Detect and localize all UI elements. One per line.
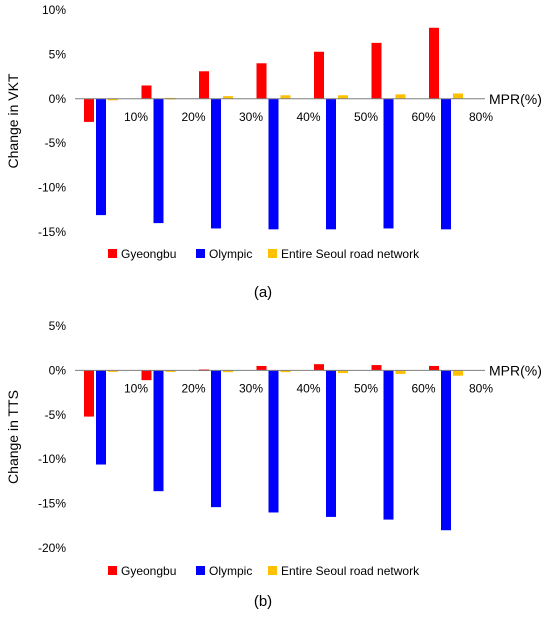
y-tick-label: 5%: [49, 47, 67, 61]
bar-gyeongbu: [256, 365, 267, 371]
legend-label: Gyeongbu: [121, 247, 176, 261]
x-axis-title: MPR(%): [489, 91, 542, 107]
category-label: 50%: [354, 110, 378, 124]
y-tick-label: 10%: [42, 3, 66, 17]
bar-entire-seoul-road-network: [395, 94, 406, 99]
category-label: 40%: [297, 110, 321, 124]
category-label: 20%: [182, 110, 206, 124]
bar-entire-seoul-road-network: [453, 370, 463, 376]
bar-olympic: [268, 370, 279, 513]
y-tick-label: 0%: [49, 363, 67, 377]
bar-gyeongbu: [199, 71, 209, 99]
bar-entire-seoul-road-network: [280, 370, 291, 373]
category-label: 20%: [182, 381, 206, 395]
bar-gyeongbu: [84, 370, 94, 417]
panel-caption: (a): [254, 284, 272, 301]
bar-olympic: [96, 370, 106, 465]
legend-swatch: [196, 249, 205, 258]
bar-entire-seoul-road-network: [108, 98, 118, 101]
bar-olympic: [326, 370, 336, 517]
bar-gyeongbu: [141, 370, 152, 381]
y-tick-label: -10%: [38, 181, 66, 195]
y-tick-label: -20%: [38, 541, 66, 555]
category-label: 80%: [469, 381, 493, 395]
y-axis-title: Change in TTS: [5, 390, 21, 484]
bar-gyeongbu: [84, 98, 94, 122]
y-tick-label: -5%: [45, 136, 67, 150]
category-label: 60%: [412, 110, 436, 124]
category-label: 40%: [297, 381, 321, 395]
y-tick-label: 0%: [49, 92, 67, 106]
legend-swatch: [108, 249, 117, 258]
bar-olympic: [383, 98, 394, 229]
chart-panel-a: -15% -10% -5% 0% 5% 10% Change in VKT 10% 20% 30%…: [5, 3, 542, 301]
legend-label: Entire Seoul road network: [281, 247, 420, 261]
bar-olympic: [96, 98, 106, 216]
legend-label: Olympic: [209, 564, 252, 578]
bar-entire-seoul-road-network: [223, 96, 233, 99]
y-tick-label: -15%: [38, 497, 66, 511]
bar-olympic: [441, 370, 451, 531]
bar-olympic: [326, 98, 336, 230]
y-tick-label: 5%: [49, 319, 67, 333]
bar-entire-seoul-road-network: [395, 370, 406, 374]
category-label: 50%: [354, 381, 378, 395]
x-axis-title: MPR(%): [489, 362, 542, 378]
bar-olympic: [211, 98, 221, 229]
legend-label: Olympic: [209, 247, 252, 261]
bar-entire-seoul-road-network: [223, 370, 233, 373]
bar-entire-seoul-road-network: [108, 370, 118, 372]
category-label: 30%: [239, 381, 263, 395]
legend-swatch: [268, 249, 277, 258]
bar-olympic: [268, 98, 279, 230]
legend-label: Entire Seoul road network: [281, 564, 420, 578]
bar-entire-seoul-road-network: [338, 370, 348, 374]
bar-entire-seoul-road-network: [280, 95, 291, 99]
category-label: 30%: [239, 110, 263, 124]
bar-gyeongbu: [429, 27, 439, 99]
panel-caption: (b): [254, 593, 272, 610]
legend-label: Gyeongbu: [121, 564, 176, 578]
y-tick-label: -10%: [38, 452, 66, 466]
category-label: 10%: [124, 110, 148, 124]
legend-swatch: [268, 566, 277, 575]
bar-olympic: [211, 370, 221, 508]
y-tick-label: -15%: [38, 225, 66, 239]
bar-gyeongbu: [256, 63, 267, 99]
bar-olympic: [441, 98, 451, 230]
bar-gyeongbu: [314, 364, 324, 371]
bar-olympic: [153, 98, 164, 224]
category-label: 80%: [469, 110, 493, 124]
bar-gyeongbu: [314, 51, 324, 99]
bar-entire-seoul-road-network: [165, 370, 176, 372]
category-label: 60%: [412, 381, 436, 395]
bar-entire-seoul-road-network: [338, 95, 348, 99]
category-label: 10%: [124, 381, 148, 395]
bar-entire-seoul-road-network: [453, 93, 463, 99]
bar-gyeongbu: [141, 85, 152, 99]
legend-swatch: [196, 566, 205, 575]
bar-gyeongbu: [371, 42, 382, 99]
bar-gyeongbu: [371, 365, 382, 371]
bar-olympic: [153, 370, 164, 492]
bar-gyeongbu: [429, 365, 439, 371]
y-axis-title: Change in VKT: [5, 73, 21, 168]
legend-swatch: [108, 566, 117, 575]
chart-panel-b: -20% -15% -10% -5% 0% 5% Change in TTS 10% 20% 30…: [5, 319, 542, 610]
y-tick-label: -5%: [45, 408, 67, 422]
bar-olympic: [383, 370, 394, 520]
